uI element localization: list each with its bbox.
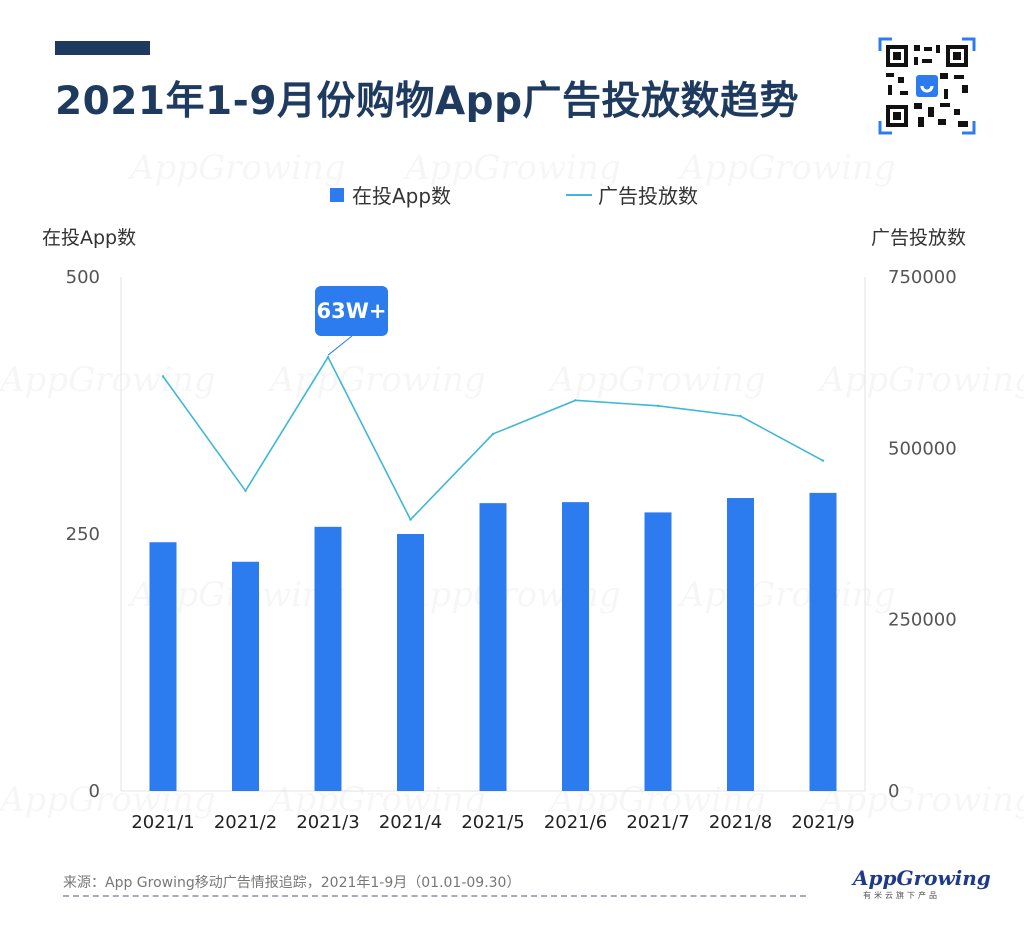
- bar: [149, 542, 177, 791]
- x-axis-tick-label: 2021/2: [214, 812, 277, 833]
- chart-title: 2021年1-9月份购物App广告投放数趋势: [55, 79, 800, 124]
- line-point: [326, 355, 330, 359]
- legend-bar-swatch: [330, 187, 344, 202]
- line-point: [739, 414, 742, 418]
- legend-bar-label: 在投App数: [352, 184, 452, 208]
- bar: [314, 526, 342, 791]
- x-axis-tick-label: 2021/1: [131, 812, 194, 833]
- line-point: [821, 459, 825, 462]
- line-point: [656, 404, 660, 408]
- x-axis-tick-label: 2021/8: [709, 812, 772, 833]
- legend-line-swatch: [566, 193, 592, 196]
- left-axis-tick-label: 250: [66, 524, 100, 545]
- brand-subtitle: 有米云旗下产品: [863, 891, 940, 900]
- right-axis-title: 广告投放数: [870, 227, 966, 249]
- bar: [809, 492, 837, 791]
- left-axis-tick-label: 0: [89, 781, 100, 802]
- line-point: [161, 375, 165, 378]
- line-point: [574, 399, 577, 402]
- x-axis-tick-label: 2021/5: [461, 812, 524, 833]
- legend-line-label: 广告投放数: [598, 184, 698, 208]
- line-point: [244, 489, 247, 493]
- right-axis-tick-label: 0: [888, 781, 899, 802]
- right-axis-tick-label: 750000: [888, 267, 957, 288]
- brand-logo: AppGrowing 有米云旗下产品: [853, 866, 991, 910]
- x-axis-tick-label: 2021/4: [379, 812, 442, 833]
- title-accent-bar: [55, 41, 150, 55]
- qr-code-icon: [878, 37, 976, 135]
- line-point: [409, 518, 412, 521]
- brand-logo-text: AppGrowing: [853, 866, 991, 890]
- x-axis-tick-label: 2021/9: [791, 812, 854, 833]
- callout-leader-line: [327, 335, 353, 356]
- x-axis-tick-label: 2021/3: [296, 812, 359, 833]
- legend-item-line: 广告投放数: [566, 180, 698, 209]
- bar: [397, 534, 424, 791]
- left-axis-title: 在投App数: [42, 227, 137, 249]
- bar: [727, 498, 754, 791]
- bar: [479, 503, 507, 791]
- bar: [644, 512, 672, 791]
- peak-callout-badge: 63W+: [315, 286, 388, 336]
- x-axis-tick-label: 2021/7: [626, 812, 689, 833]
- bar: [232, 561, 259, 791]
- ad-count-line: [162, 355, 824, 521]
- source-note: 来源：App Growing移动广告情报追踪，2021年1-9月（01.01-0…: [63, 875, 521, 891]
- source-divider: [63, 895, 806, 897]
- right-axis-tick-label: 500000: [888, 438, 957, 459]
- x-axis-tick-label: 2021/6: [544, 812, 607, 833]
- legend-item-bar: 在投App数: [330, 180, 451, 209]
- left-axis-tick-label: 500: [66, 267, 100, 288]
- bar: [562, 502, 589, 791]
- line-point: [491, 432, 495, 436]
- right-axis-tick-label: 250000: [888, 610, 957, 631]
- chart-legend: 在投App数 广告投放数: [0, 180, 1024, 210]
